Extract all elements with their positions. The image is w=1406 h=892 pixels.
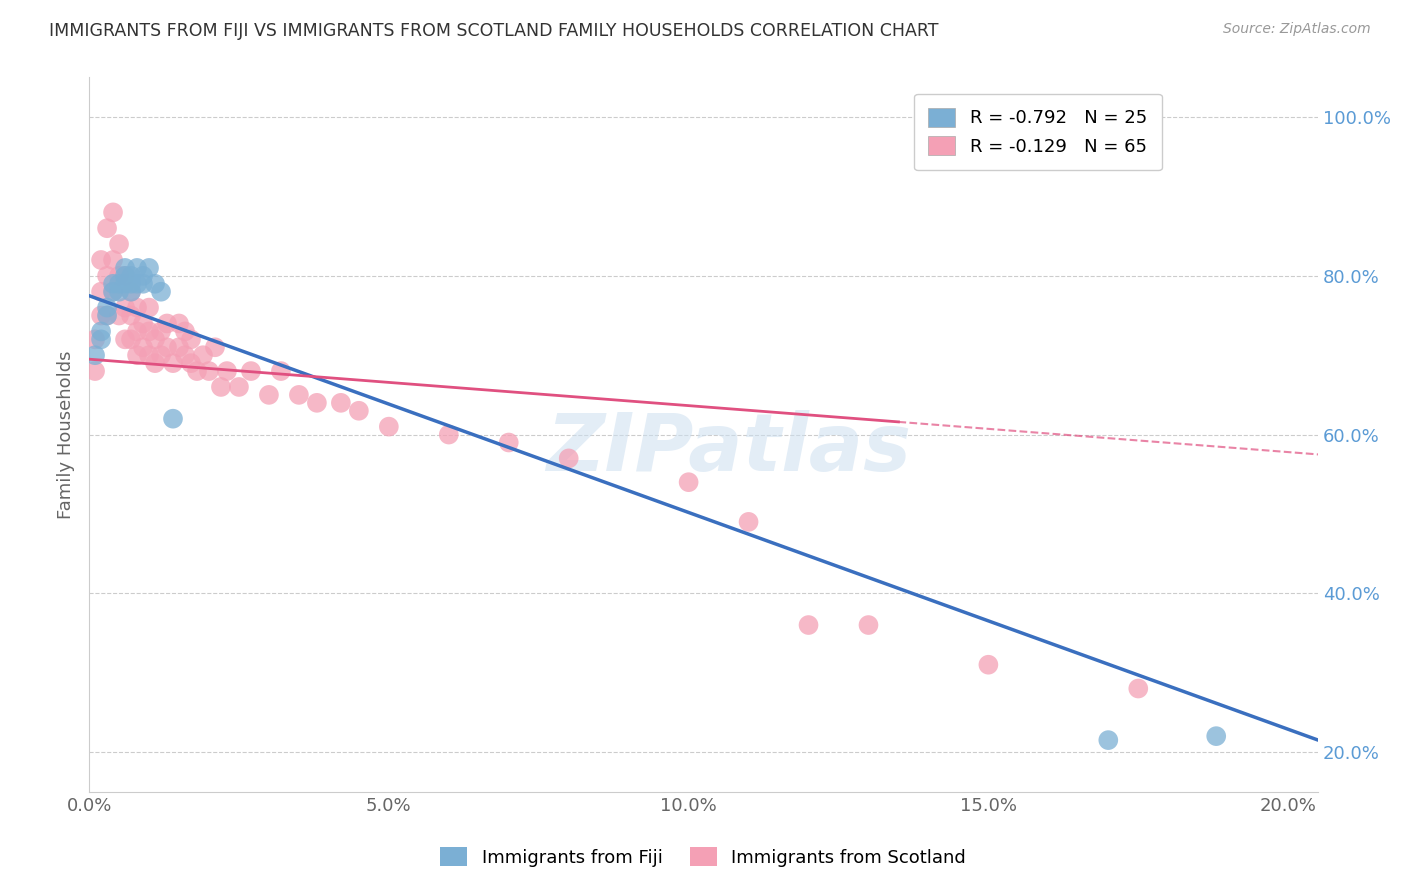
Point [120,277,142,291]
Point [858,618,880,632]
Point [90,252,112,267]
Point [228,380,250,394]
Text: ZIPatlas: ZIPatlas [546,409,911,488]
Point [84,332,107,346]
Point [156,340,179,354]
Point [96,221,118,235]
Point [125,325,148,339]
Point [270,364,292,378]
Point [96,301,118,315]
Point [120,268,142,283]
Point [96,309,118,323]
Point [305,396,328,410]
Point [557,451,579,466]
Point [138,348,160,362]
Point [101,277,124,291]
Point [347,403,370,417]
Point [114,332,136,346]
Point [180,332,202,346]
Point [1097,733,1119,747]
Point [329,396,352,410]
Point [108,277,131,291]
Text: Source: ZipAtlas.com: Source: ZipAtlas.com [1223,22,1371,37]
Point [120,285,142,299]
Point [84,364,107,378]
Point [108,268,131,283]
Point [120,332,142,346]
Point [191,348,214,362]
Point [1205,729,1227,743]
Point [101,252,124,267]
Point [498,435,520,450]
Point [90,285,112,299]
Point [132,268,155,283]
Point [150,348,173,362]
Point [215,364,238,378]
Point [84,348,107,362]
Point [114,301,136,315]
Point [125,277,148,291]
Point [125,260,148,275]
Point [125,301,148,315]
Point [138,325,160,339]
Point [132,340,155,354]
Point [167,317,190,331]
Point [114,260,136,275]
Point [162,411,184,425]
Point [257,388,280,402]
Point [108,237,131,252]
Point [150,285,173,299]
Point [90,309,112,323]
Point [143,356,166,370]
Point [977,657,1000,672]
Y-axis label: Family Households: Family Households [58,351,75,519]
Point [1128,681,1150,696]
Point [132,277,155,291]
Point [737,515,759,529]
Point [114,268,136,283]
Point [378,419,401,434]
Point [120,309,142,323]
Point [101,285,124,299]
Point [120,285,142,299]
Text: IMMIGRANTS FROM FIJI VS IMMIGRANTS FROM SCOTLAND FAMILY HOUSEHOLDS CORRELATION C: IMMIGRANTS FROM FIJI VS IMMIGRANTS FROM … [49,22,939,40]
Point [186,364,208,378]
Point [156,317,179,331]
Point [198,364,221,378]
Legend: R = -0.792   N = 25, R = -0.129   N = 65: R = -0.792 N = 25, R = -0.129 N = 65 [914,94,1161,170]
Point [114,268,136,283]
Point [96,268,118,283]
Point [90,332,112,346]
Point [132,317,155,331]
Point [678,475,700,490]
Point [437,427,460,442]
Point [288,388,311,402]
Point [239,364,262,378]
Point [114,277,136,291]
Point [108,285,131,299]
Point [101,205,124,219]
Point [174,348,197,362]
Point [143,277,166,291]
Point [125,348,148,362]
Point [797,618,820,632]
Point [209,380,232,394]
Point [150,325,173,339]
Legend: Immigrants from Fiji, Immigrants from Scotland: Immigrants from Fiji, Immigrants from Sc… [433,840,973,874]
Point [143,332,166,346]
Point [138,260,160,275]
Point [167,340,190,354]
Point [204,340,226,354]
Point [96,309,118,323]
Point [174,325,197,339]
Point [138,301,160,315]
Point [162,356,184,370]
Point [90,325,112,339]
Point [180,356,202,370]
Point [108,309,131,323]
Point [101,285,124,299]
